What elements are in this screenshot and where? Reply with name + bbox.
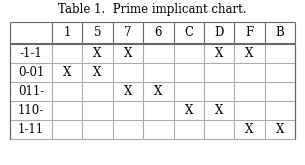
Text: 1: 1	[63, 27, 71, 39]
Text: 1-11: 1-11	[18, 123, 44, 136]
Text: X: X	[185, 104, 193, 117]
Text: X: X	[63, 66, 71, 79]
Text: -1-1: -1-1	[20, 47, 42, 60]
Text: X: X	[124, 85, 132, 98]
Text: D: D	[214, 27, 224, 39]
Text: X: X	[215, 104, 223, 117]
Text: X: X	[215, 47, 223, 60]
Text: X: X	[245, 123, 254, 136]
Text: 5: 5	[94, 27, 101, 39]
Text: 0-01: 0-01	[18, 66, 44, 79]
Text: 110-: 110-	[18, 104, 44, 117]
Text: X: X	[93, 47, 102, 60]
Text: 011-: 011-	[18, 85, 44, 98]
Text: C: C	[184, 27, 193, 39]
Text: X: X	[276, 123, 284, 136]
Text: X: X	[93, 66, 102, 79]
Text: X: X	[245, 47, 254, 60]
Text: 7: 7	[124, 27, 132, 39]
Text: Table 1.  Prime implicant chart.: Table 1. Prime implicant chart.	[58, 3, 246, 16]
Text: 6: 6	[155, 27, 162, 39]
Text: B: B	[275, 27, 284, 39]
Text: X: X	[154, 85, 163, 98]
Text: F: F	[245, 27, 253, 39]
Text: X: X	[124, 47, 132, 60]
